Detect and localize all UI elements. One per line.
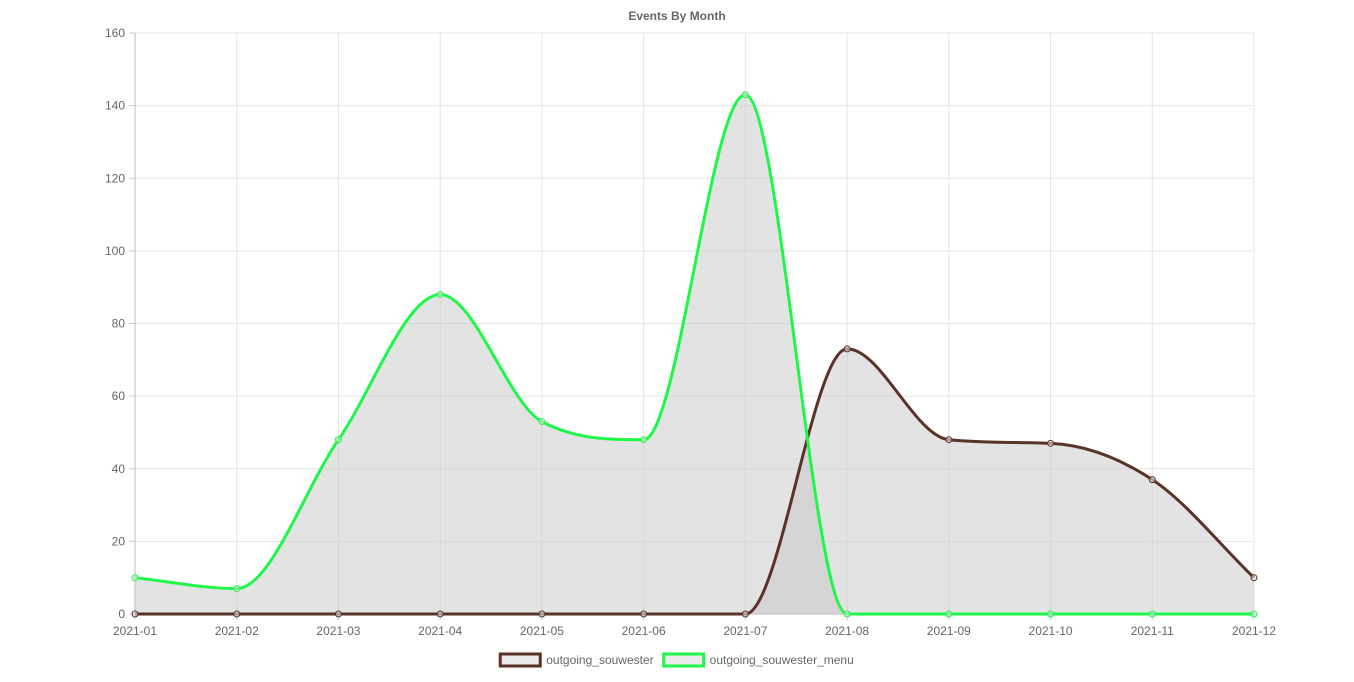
data-point-outgoing_souwester [436, 610, 444, 618]
y-tick-label: 140 [105, 99, 125, 113]
x-tick-label: 2021-02 [215, 624, 259, 638]
data-point-outgoing_souwester_menu [436, 290, 444, 298]
x-tick-label: 2021-04 [418, 624, 462, 638]
legend-swatch-outgoing_souwester_menu [662, 652, 706, 668]
data-point-outgoing_souwester_menu [843, 610, 851, 618]
data-point-outgoing_souwester [334, 610, 342, 618]
x-tick-label: 2021-10 [1029, 624, 1073, 638]
x-tick-label: 2021-12 [1232, 624, 1276, 638]
legend-swatch-outgoing_souwester [498, 652, 542, 668]
series-areas [135, 94, 1254, 614]
x-tick-label: 2021-05 [520, 624, 564, 638]
data-point-outgoing_souwester_menu [1148, 610, 1156, 618]
data-point-outgoing_souwester [640, 610, 648, 618]
y-tick-label: 20 [112, 534, 126, 548]
y-tick-label: 0 [118, 607, 125, 621]
data-point-outgoing_souwester_menu [1250, 610, 1258, 618]
y-tick-label: 120 [105, 171, 125, 185]
series-area-outgoing_souwester [135, 348, 1254, 614]
data-point-outgoing_souwester_menu [334, 436, 342, 444]
series-area-outgoing_souwester_menu [135, 94, 1254, 614]
data-point-outgoing_souwester_menu [1047, 610, 1055, 618]
x-tick-label: 2021-06 [622, 624, 666, 638]
data-point-outgoing_souwester [1047, 439, 1055, 447]
x-tick-label: 2021-01 [113, 624, 157, 638]
data-point-outgoing_souwester [1250, 574, 1258, 582]
x-tick-label: 2021-11 [1131, 624, 1174, 638]
legend-label-outgoing_souwester_menu: outgoing_souwester_menu [710, 653, 854, 667]
y-tick-label: 80 [112, 317, 126, 331]
data-point-outgoing_souwester_menu [131, 574, 139, 582]
data-point-outgoing_souwester_menu [233, 585, 241, 593]
data-point-outgoing_souwester [1148, 476, 1156, 484]
data-point-outgoing_souwester [843, 345, 851, 353]
y-tick-label: 60 [112, 389, 126, 403]
data-point-outgoing_souwester_menu [538, 418, 546, 426]
data-point-outgoing_souwester [233, 610, 241, 618]
y-tick-label: 40 [112, 462, 126, 476]
y-tick-label: 160 [105, 26, 125, 40]
data-point-outgoing_souwester_menu [945, 610, 953, 618]
x-tick-label: 2021-09 [927, 624, 971, 638]
data-point-outgoing_souwester [741, 610, 749, 618]
y-tick-label: 100 [105, 244, 125, 258]
data-point-outgoing_souwester [131, 610, 139, 618]
series-points [131, 91, 1258, 618]
legend-label-outgoing_souwester: outgoing_souwester [546, 653, 653, 667]
data-point-outgoing_souwester_menu [741, 91, 749, 99]
data-point-outgoing_souwester [538, 610, 546, 618]
data-point-outgoing_souwester_menu [640, 436, 648, 444]
x-tick-label: 2021-03 [316, 624, 360, 638]
x-tick-label: 2021-07 [723, 624, 767, 638]
x-tick-label: 2021-08 [825, 624, 869, 638]
legend: outgoing_souwester outgoing_souwester_men… [498, 652, 854, 668]
data-point-outgoing_souwester [945, 436, 953, 444]
chart-title: Events By Month [628, 9, 725, 23]
